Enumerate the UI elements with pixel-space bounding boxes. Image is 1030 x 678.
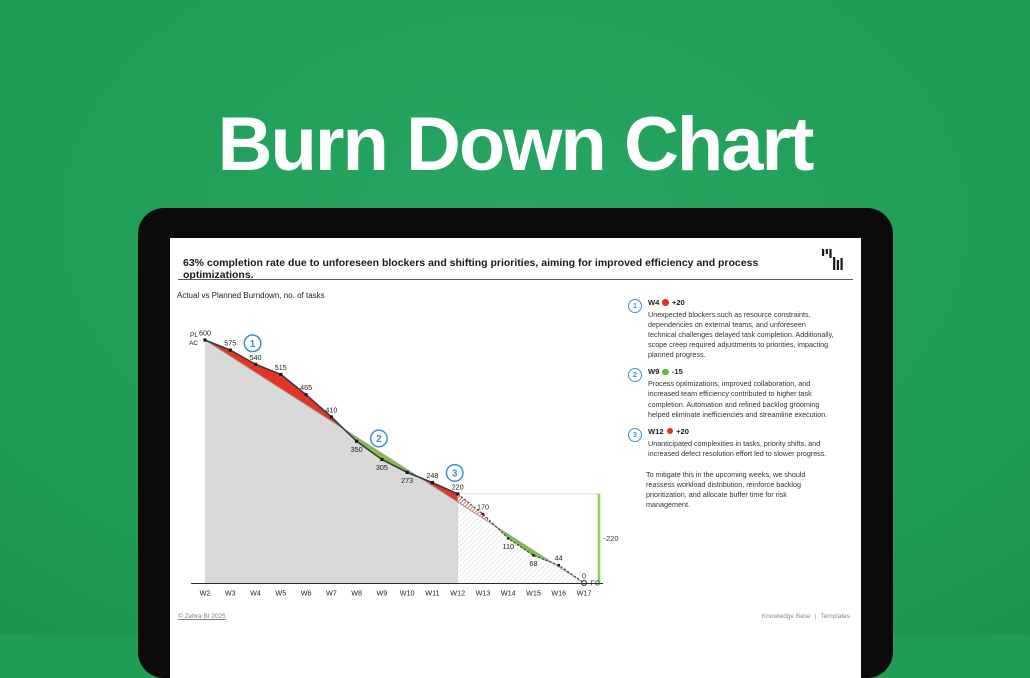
point-label: 110 <box>503 542 514 551</box>
point-marker <box>203 338 207 342</box>
annotation-delta: -15 <box>671 367 683 377</box>
point-marker <box>304 393 308 397</box>
x-tick-label: W14 <box>501 589 516 598</box>
chart-number-label: 3 <box>452 469 458 480</box>
point-label: 600 <box>199 329 211 338</box>
mitigation-note: To mitigate this in the upcoming weeks, … <box>646 469 806 510</box>
point-marker <box>430 480 435 485</box>
burndown-chart: -220 600 575 540 515 465 410 350 305 273 248 220 170… <box>189 329 619 598</box>
annotation-text: Process optimizations, improved collabor… <box>648 379 828 419</box>
point-label: 350 <box>351 445 363 454</box>
point-marker <box>532 554 535 557</box>
point-marker <box>557 563 560 567</box>
x-tick-label: W2 <box>200 589 211 598</box>
footer-links: Knowledge Base | Templates <box>762 613 850 620</box>
x-tick-label: W15 <box>526 589 541 598</box>
annotation-panel: 1 W4 +20 Unexpected blockers such as res… <box>628 298 834 510</box>
annotation-item: 1 W4 +20 Unexpected blockers such as res… <box>628 298 834 360</box>
annotation-week: W4 <box>648 298 660 307</box>
point-marker <box>507 537 510 540</box>
fc-line <box>457 493 585 584</box>
annotation-delta: +20 <box>671 298 685 307</box>
device-frame: 63% completion rate due to unforeseen bl… <box>138 208 893 678</box>
point-label: 220 <box>452 482 464 491</box>
point-marker <box>228 348 232 352</box>
x-tick-label: W16 <box>551 589 566 598</box>
x-tick-label: W7 <box>326 589 337 598</box>
point-label: 0 <box>582 572 586 581</box>
point-label: 465 <box>300 383 312 392</box>
x-tick-label: W10 <box>400 589 415 598</box>
annotation-week: W12 <box>648 426 664 436</box>
point-label: 515 <box>275 363 287 372</box>
annotation-text: Unexpected blockers such as resource con… <box>648 310 834 360</box>
x-tick-label: W12 <box>450 589 465 598</box>
footer-separator: | <box>814 613 817 620</box>
footer-link-templates[interactable]: Templates <box>820 613 850 620</box>
remaining-delta-label: -220 <box>604 534 619 543</box>
chart-number-label: 1 <box>250 339 256 350</box>
burned-area-actual <box>205 340 458 583</box>
ac-legend-label: AC <box>189 340 198 347</box>
point-marker <box>405 470 409 475</box>
x-tick-label: W13 <box>476 589 491 598</box>
variance-unfavorable <box>457 493 483 519</box>
x-tick-label: W6 <box>301 589 312 598</box>
point-label: 575 <box>224 339 236 348</box>
point-label: 170 <box>477 503 489 512</box>
annotation-delta: +20 <box>676 426 690 436</box>
x-tick-label: W8 <box>351 589 362 598</box>
pl-line <box>204 339 585 584</box>
annotation-item: 2 W9 -15 Process optimizations, improved… <box>628 367 834 419</box>
variance-dot-icon <box>666 427 674 435</box>
point-label: 305 <box>376 463 388 472</box>
zebra-bi-logo-icon <box>822 249 843 270</box>
copyright-link[interactable]: © Zebra BI 2025 <box>178 613 226 620</box>
point-marker <box>329 415 333 419</box>
slide: 63% completion rate due to unforeseen bl… <box>170 238 861 678</box>
point-marker <box>355 439 359 443</box>
point-label: 273 <box>401 476 413 485</box>
slide-header-text: 63% completion rate due to unforeseen bl… <box>183 257 759 281</box>
chart-number-badge <box>369 429 388 448</box>
header-divider <box>178 279 853 280</box>
x-tick-label: W5 <box>275 589 286 598</box>
annotation-number-badge: 2 <box>628 368 642 383</box>
point-label: 44 <box>555 554 563 563</box>
variance-dot-icon <box>662 368 669 376</box>
point-label: 248 <box>426 471 438 480</box>
chart-number-badge <box>243 334 262 353</box>
x-tick-label: W4 <box>250 589 261 598</box>
point-label: 68 <box>530 559 538 568</box>
x-tick-label: W11 <box>425 589 439 598</box>
page-title: Burn Down Chart <box>217 101 815 187</box>
footer-link-knowledge-base[interactable]: Knowledge Base <box>761 613 811 620</box>
point-marker <box>380 457 384 462</box>
annotation-number-badge: 1 <box>628 299 642 313</box>
chart-number-badge <box>445 463 464 482</box>
chart-title: Actual vs Planned Burndown, no. of tasks <box>177 291 325 300</box>
pl-legend-label: PL <box>190 332 198 339</box>
annotation-item: 3 W12 +20 Unanticipated complexities in … <box>628 427 834 459</box>
variance-dot-icon <box>662 299 669 306</box>
chart-number-label: 2 <box>376 434 382 445</box>
point-marker <box>253 362 258 366</box>
annotation-text: Unanticipated complexities in tasks, pri… <box>648 438 827 458</box>
x-tick-label: W17 <box>577 589 592 598</box>
point-label: 410 <box>325 405 337 414</box>
point-marker <box>279 372 283 377</box>
point-marker <box>481 512 485 516</box>
annotation-number-badge: 3 <box>628 427 642 442</box>
annotation-week: W9 <box>648 367 660 377</box>
x-tick-label: W9 <box>376 589 387 598</box>
point-label: 540 <box>250 353 262 362</box>
point-marker <box>456 492 460 496</box>
x-tick-label: W3 <box>225 589 236 598</box>
